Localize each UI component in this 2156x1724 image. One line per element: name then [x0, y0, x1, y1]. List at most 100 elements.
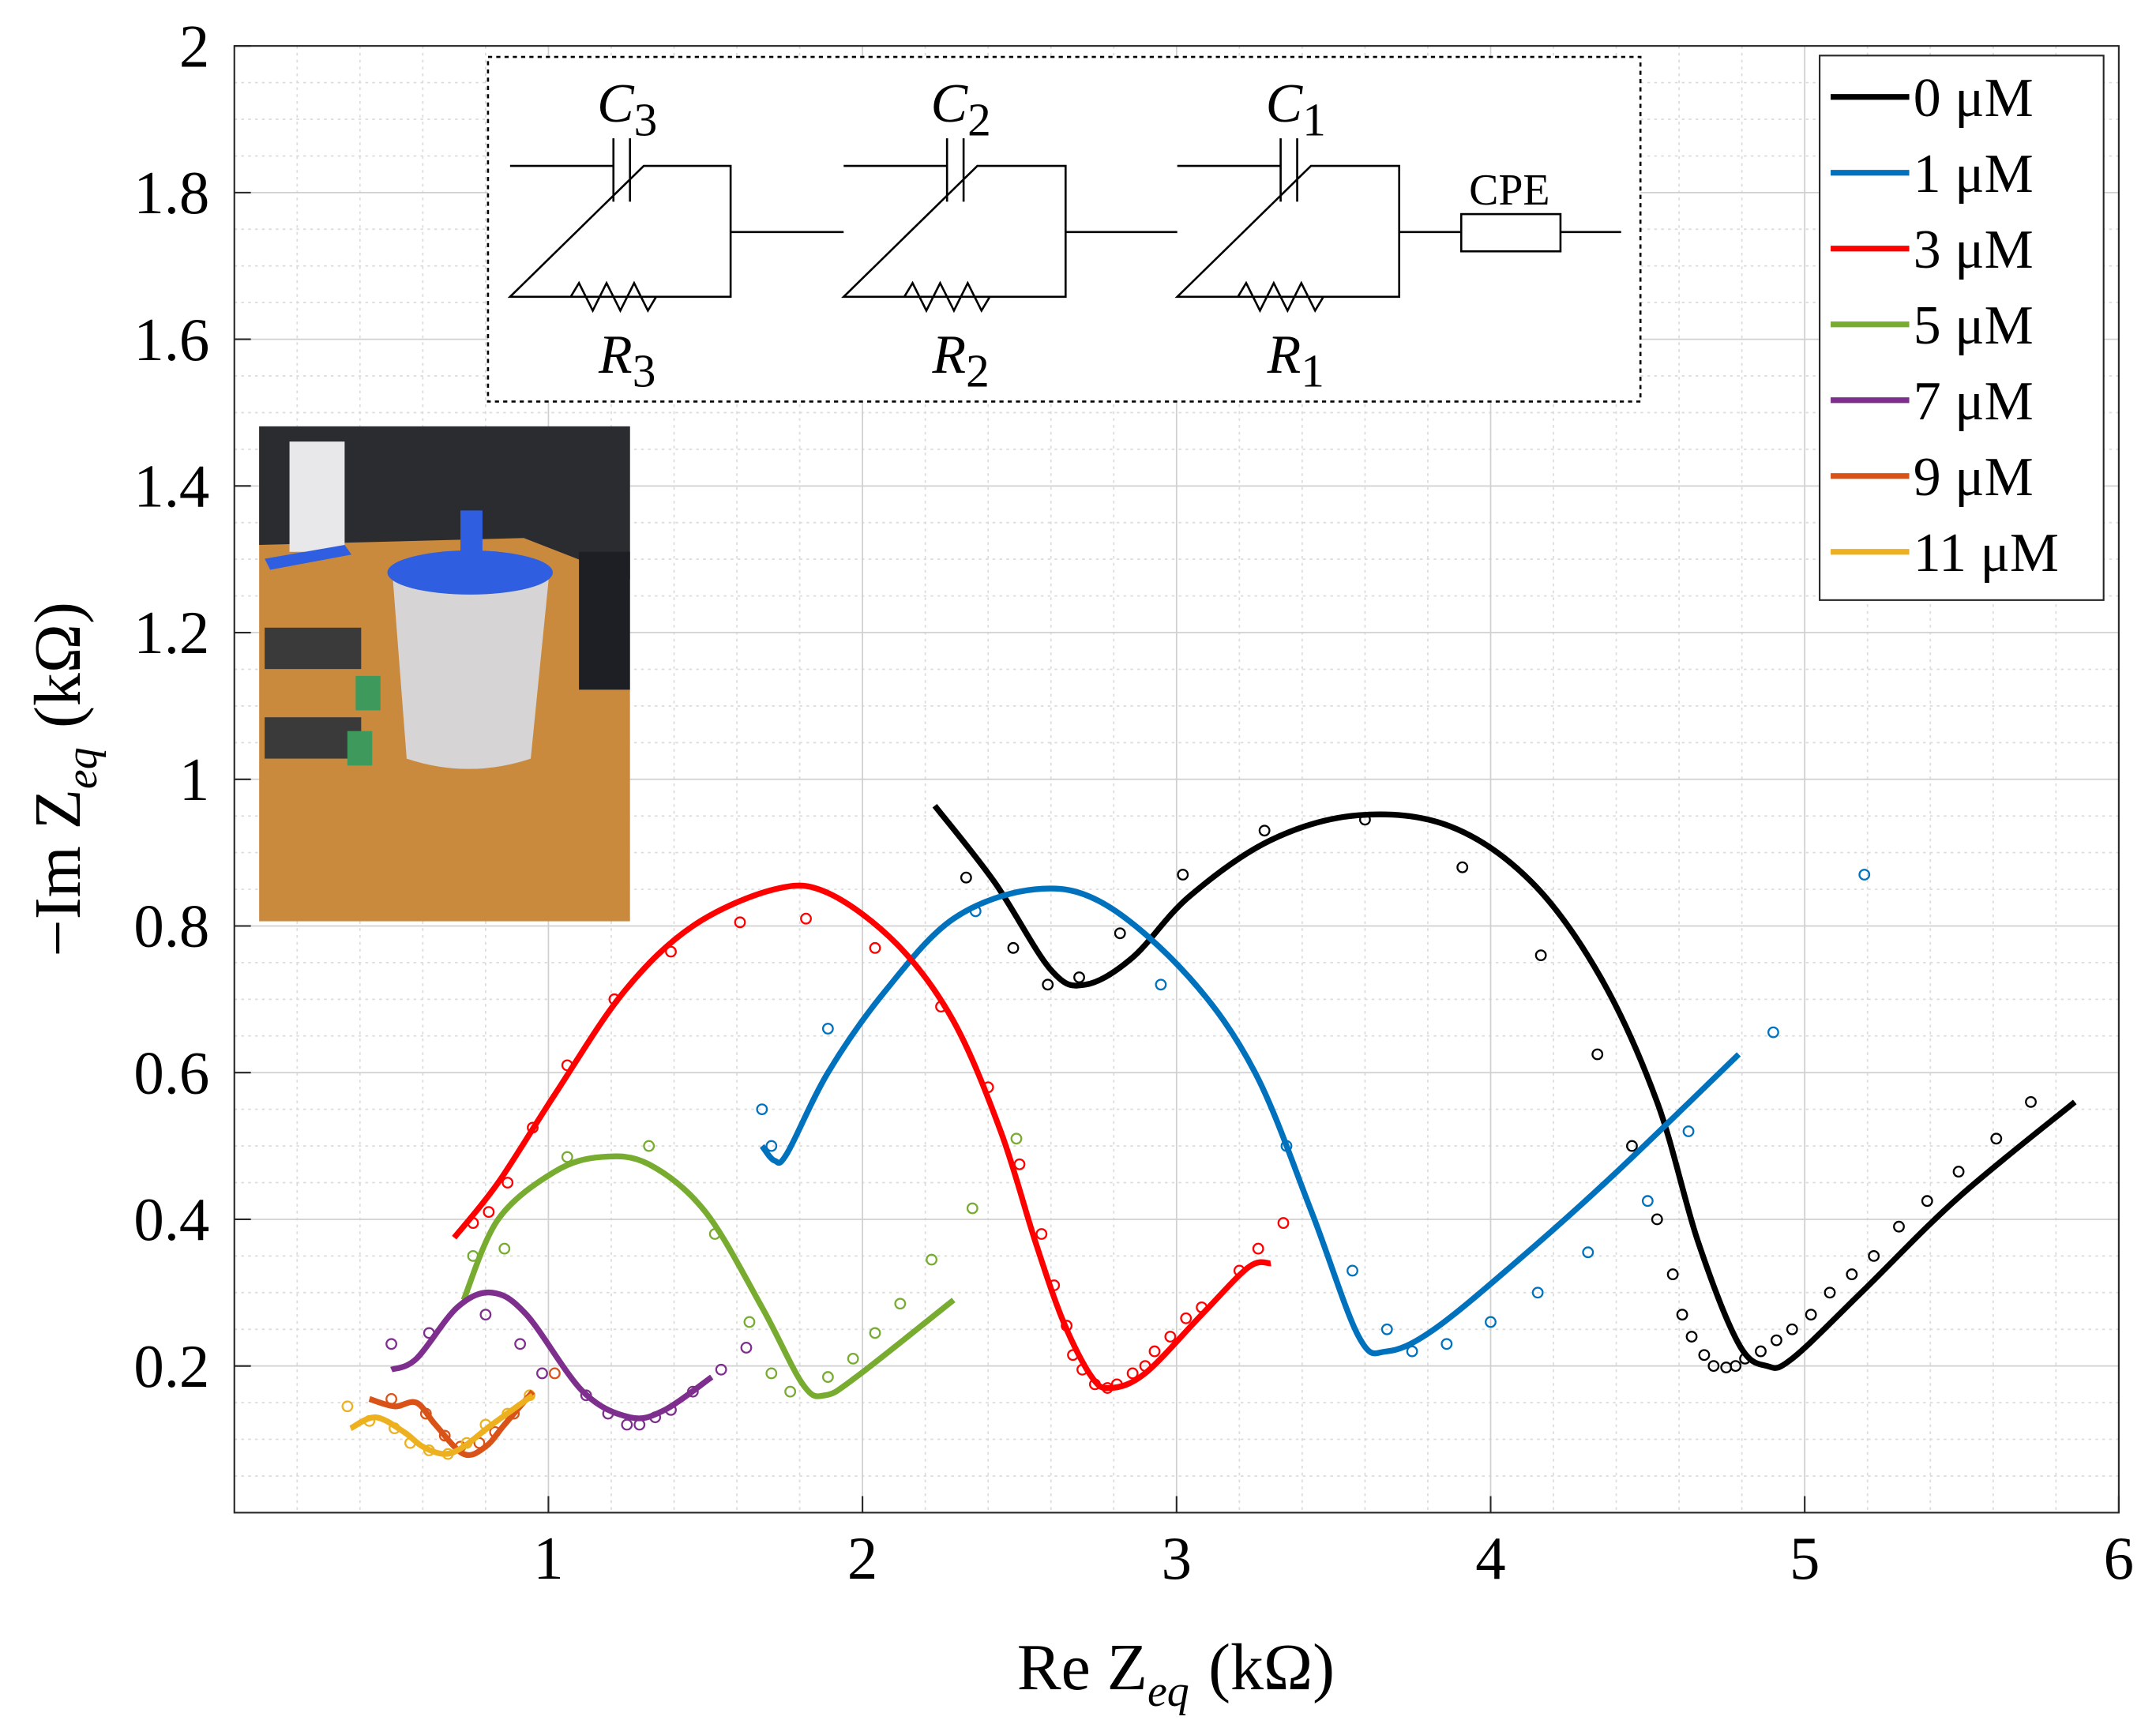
cpe-element [1459, 212, 1562, 253]
fit-line [390, 1289, 714, 1422]
x-tick-label: 2 [847, 1525, 877, 1592]
measured-point [1921, 1195, 1933, 1208]
cpe-label: CPE [1469, 166, 1549, 215]
photo-inset [259, 426, 630, 922]
legend-label: 1 μM [1914, 144, 2034, 205]
measured-point [561, 1151, 573, 1163]
photo-connector [265, 627, 362, 670]
legend-label: 0 μM [1914, 68, 2034, 129]
resistor-label: R3 [598, 325, 655, 396]
measured-point [966, 1202, 978, 1215]
y-tick-label: 1.4 [133, 453, 209, 520]
measured-point [765, 1367, 778, 1380]
y-tick-label: 2 [179, 13, 209, 80]
measured-point [1155, 978, 1167, 991]
measured-point [821, 1023, 834, 1035]
rc-block [1174, 138, 1401, 314]
measured-point [341, 1400, 354, 1413]
measured-point [1676, 1309, 1688, 1321]
measured-point [1010, 1132, 1023, 1145]
measured-point [1682, 1125, 1695, 1137]
photo-lid [387, 550, 553, 595]
measured-point [621, 1418, 633, 1431]
measured-point [1952, 1166, 1965, 1178]
measured-point [740, 1342, 753, 1354]
measured-point [1126, 1367, 1139, 1380]
legend-label: 11 μM [1914, 523, 2059, 584]
photo-object [579, 551, 630, 690]
measured-point [1591, 1048, 1604, 1061]
measured-point [1380, 1323, 1393, 1335]
measured-point [1824, 1286, 1836, 1299]
y-tick-label: 0.4 [133, 1186, 209, 1253]
measured-point [1164, 1331, 1177, 1343]
measured-point [1148, 1345, 1161, 1358]
measured-point [1707, 1360, 1720, 1373]
measured-point [1786, 1323, 1798, 1335]
photo-object [265, 545, 352, 570]
measured-point [1258, 824, 1271, 837]
capacitor-label: C1 [1266, 73, 1326, 145]
photo-connector [355, 675, 381, 711]
measured-point [1177, 869, 1189, 881]
measured-point [1651, 1213, 1663, 1226]
measured-point [1626, 1140, 1638, 1152]
x-tick-label: 6 [2104, 1525, 2134, 1592]
measured-point [1456, 861, 1469, 873]
resistor-label: R1 [1267, 325, 1324, 396]
photo-connector [265, 717, 362, 759]
measured-point [1770, 1334, 1782, 1347]
y-tick-label: 0.2 [133, 1333, 209, 1400]
capacitor-label: C3 [597, 73, 657, 145]
measured-point [765, 1140, 778, 1152]
photo-cup [393, 579, 549, 769]
measured-point [483, 1206, 495, 1219]
legend-label: 7 μM [1914, 371, 2034, 432]
y-tick-label: 0.6 [133, 1039, 209, 1106]
fit-line [368, 1389, 535, 1459]
fit-line [452, 882, 1271, 1392]
legend-label: 9 μM [1914, 447, 2034, 508]
measured-point [1114, 927, 1126, 940]
measured-point [1893, 1220, 1905, 1233]
measured-point [1531, 1286, 1544, 1299]
measured-point [869, 1327, 881, 1339]
measured-point [869, 941, 881, 954]
measured-point [1846, 1268, 1858, 1281]
measured-point [800, 912, 812, 925]
measured-point [1252, 1242, 1264, 1255]
fit-line [932, 803, 2077, 1371]
measured-point [548, 1367, 561, 1380]
circuit-frame [486, 55, 1642, 403]
capacitor-label: C2 [931, 73, 991, 145]
measured-point [1534, 949, 1547, 962]
measured-point [643, 1140, 655, 1152]
x-tick-label: 1 [533, 1525, 563, 1592]
plot-data [341, 803, 2077, 1460]
legend: 0 μM 1 μM 3 μM 5 μM 7 μM 9 μM 11 μM [1819, 54, 2105, 601]
fit-line [460, 1153, 956, 1399]
legend-box [1819, 54, 2105, 601]
photo-connector [347, 731, 373, 766]
measured-point [1042, 978, 1054, 991]
photo-dark-area [259, 426, 630, 580]
circuit-diagram: C3 C2 C1 R3 R2 R1 CPE [486, 55, 1642, 403]
axes-frame [233, 45, 2120, 1514]
measured-point [1035, 1228, 1048, 1240]
measured-point [501, 1177, 514, 1189]
photo-object [289, 441, 345, 552]
measured-point [821, 1371, 834, 1384]
measured-point [1485, 1316, 1497, 1328]
legend-label: 5 μM [1914, 295, 2034, 356]
measured-point [514, 1338, 527, 1350]
measured-point [1440, 1338, 1453, 1350]
measured-point [1007, 941, 1020, 954]
x-tick-label: 4 [1475, 1525, 1505, 1592]
measured-point [385, 1338, 398, 1350]
measured-point [1755, 1345, 1767, 1358]
measured-point [1406, 1345, 1418, 1358]
measured-point [1347, 1264, 1358, 1277]
x-axis-label: Re Zeq (kΩ) [1017, 1631, 1335, 1716]
measured-point [847, 1352, 859, 1365]
